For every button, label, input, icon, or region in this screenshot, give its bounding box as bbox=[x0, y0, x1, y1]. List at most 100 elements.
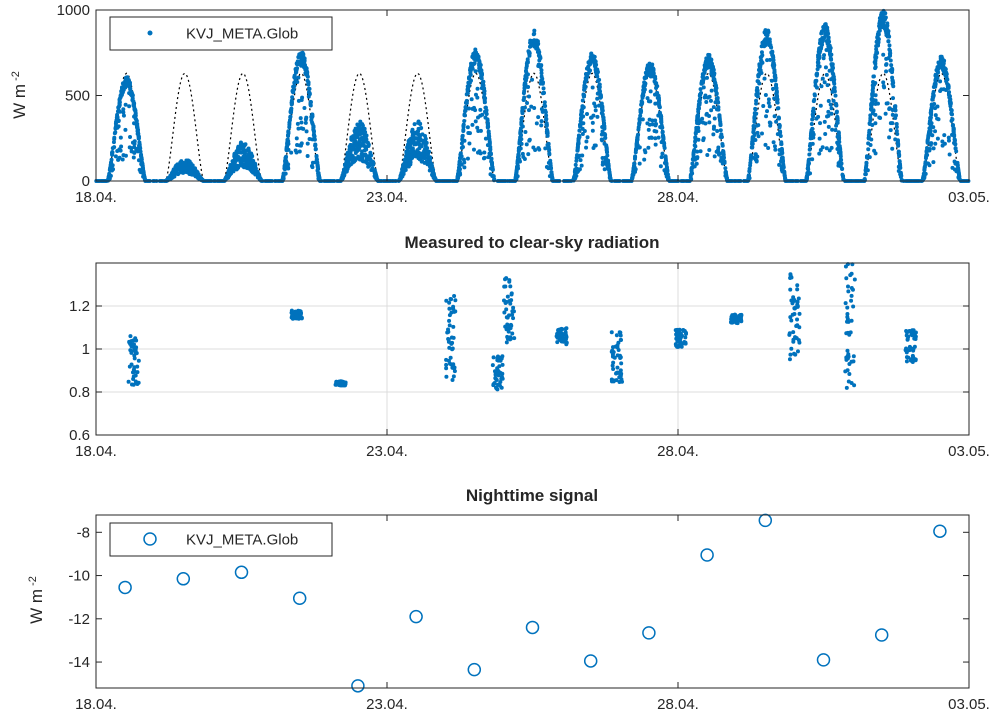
data-point bbox=[253, 166, 258, 171]
data-point bbox=[797, 340, 802, 345]
data-point bbox=[449, 335, 454, 340]
data-point bbox=[832, 81, 837, 86]
data-point bbox=[829, 111, 834, 116]
data-point bbox=[123, 85, 128, 90]
data-point bbox=[488, 166, 493, 171]
data-point bbox=[789, 346, 794, 351]
data-point bbox=[923, 156, 928, 161]
data-point bbox=[873, 151, 878, 156]
data-point bbox=[581, 92, 586, 97]
data-point bbox=[465, 125, 470, 130]
data-point bbox=[593, 108, 598, 113]
data-point bbox=[519, 117, 524, 122]
data-point bbox=[747, 169, 752, 174]
data-point bbox=[760, 53, 765, 58]
data-point bbox=[610, 363, 615, 368]
data-point bbox=[128, 334, 133, 339]
data-point bbox=[374, 175, 379, 180]
data-point bbox=[691, 151, 696, 156]
data-point bbox=[705, 152, 710, 157]
data-point bbox=[905, 330, 909, 335]
data-point bbox=[929, 141, 934, 146]
data-point bbox=[354, 143, 359, 148]
data-point bbox=[295, 121, 300, 126]
data-point bbox=[305, 154, 310, 159]
data-point bbox=[304, 129, 309, 134]
data-point bbox=[597, 77, 602, 82]
data-point bbox=[365, 140, 370, 145]
data-point bbox=[315, 160, 320, 165]
data-point bbox=[499, 385, 504, 390]
data-point bbox=[749, 153, 754, 158]
data-point bbox=[890, 121, 895, 126]
data-point bbox=[473, 92, 478, 97]
data-point bbox=[467, 131, 472, 136]
data-point bbox=[361, 159, 366, 164]
data-point bbox=[873, 121, 878, 126]
data-point bbox=[132, 139, 137, 144]
data-point bbox=[829, 106, 834, 111]
data-point bbox=[465, 91, 470, 96]
data-point bbox=[403, 164, 408, 169]
data-point bbox=[648, 74, 653, 79]
data-point bbox=[752, 119, 757, 124]
x-tick-label: 28.04. bbox=[657, 189, 699, 206]
data-point bbox=[847, 371, 852, 376]
data-point bbox=[486, 155, 491, 160]
data-point bbox=[709, 88, 714, 93]
data-point bbox=[299, 120, 304, 125]
data-point bbox=[523, 82, 528, 87]
data-point bbox=[863, 172, 868, 177]
data-point bbox=[807, 147, 812, 152]
data-point bbox=[453, 309, 458, 314]
data-point bbox=[891, 96, 895, 101]
data-point bbox=[492, 369, 497, 374]
data-point bbox=[573, 162, 578, 167]
data-point bbox=[527, 94, 532, 99]
data-point bbox=[833, 128, 838, 133]
data-point bbox=[602, 167, 607, 172]
data-point bbox=[943, 88, 948, 93]
data-point bbox=[316, 167, 321, 172]
data-point bbox=[494, 377, 499, 382]
data-point bbox=[831, 72, 836, 77]
data-point bbox=[475, 86, 480, 91]
data-point bbox=[284, 147, 289, 152]
data-point bbox=[585, 135, 590, 140]
data-point bbox=[766, 100, 771, 105]
data-point bbox=[809, 122, 814, 127]
data-point bbox=[179, 167, 184, 172]
data-point bbox=[544, 117, 549, 122]
data-point bbox=[311, 129, 316, 134]
data-point bbox=[820, 76, 825, 81]
data-point bbox=[851, 304, 856, 309]
data-point bbox=[189, 166, 194, 171]
data-point bbox=[659, 155, 664, 160]
data-point bbox=[694, 125, 699, 130]
data-point bbox=[477, 65, 482, 70]
data-point bbox=[647, 117, 652, 122]
panel-1-legend: KVJ_META.Glob bbox=[109, 16, 333, 51]
data-point bbox=[927, 163, 932, 168]
data-point bbox=[306, 94, 311, 99]
data-point bbox=[642, 83, 647, 88]
data-point bbox=[472, 56, 477, 61]
data-point bbox=[179, 163, 184, 168]
data-point bbox=[874, 44, 879, 49]
data-point bbox=[693, 131, 698, 136]
data-point bbox=[845, 312, 850, 317]
data-point bbox=[135, 125, 140, 130]
data-point bbox=[682, 339, 687, 344]
data-point bbox=[730, 316, 735, 321]
data-point bbox=[922, 167, 927, 172]
data-point bbox=[509, 292, 514, 297]
data-point bbox=[233, 163, 238, 168]
data-point bbox=[305, 78, 310, 83]
data-point bbox=[771, 54, 776, 59]
data-point bbox=[716, 150, 721, 155]
data-point bbox=[309, 118, 314, 123]
data-point bbox=[532, 106, 537, 111]
data-point bbox=[717, 113, 722, 118]
data-point bbox=[416, 120, 421, 125]
data-point bbox=[462, 165, 467, 170]
